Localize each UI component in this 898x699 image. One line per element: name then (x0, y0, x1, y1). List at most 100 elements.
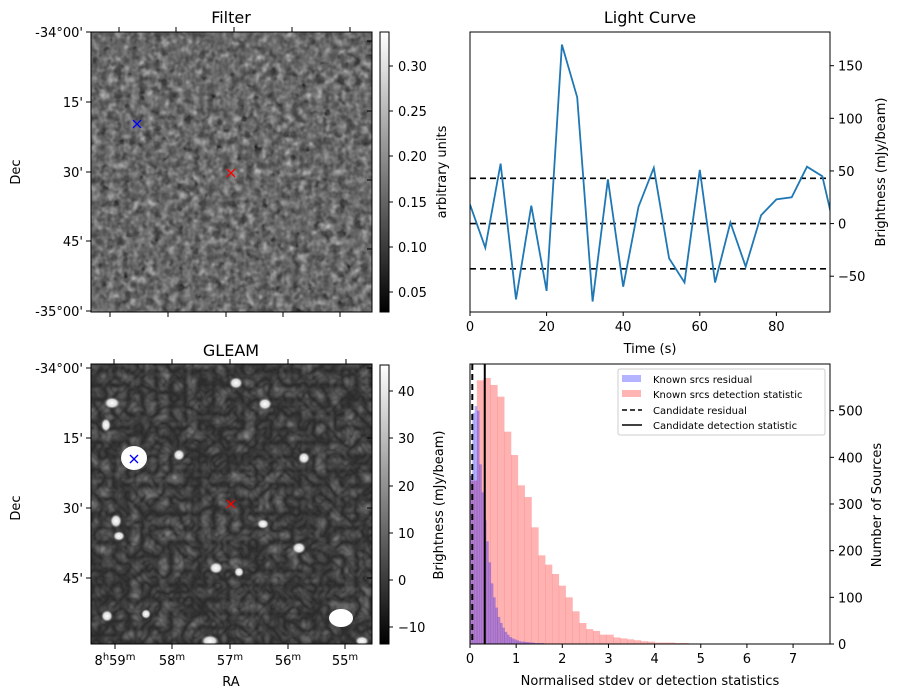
histogram-bar (516, 640, 519, 644)
colorbar-tick-label: 20 (398, 480, 415, 495)
gleam-xtick-labels: 8h59m 58m 57m 56m 55m (95, 652, 359, 669)
histogram-bar (565, 597, 573, 644)
gleam-colorbar-label: Brightness (mJy/beam) (432, 431, 447, 580)
light-curve-title: Light Curve (604, 8, 696, 27)
x-tick-label: 7 (789, 652, 797, 667)
colorbar-tick-label: 40 (398, 385, 415, 400)
histogram-bar (504, 631, 508, 644)
histogram-bar (502, 627, 505, 644)
histogram-bar (530, 642, 533, 644)
histogram-bar (579, 623, 587, 644)
gleam-xlabel: RA (222, 675, 240, 690)
x-tick-label: 1 (512, 652, 520, 667)
x-tick-label: 20 (538, 320, 555, 335)
legend-swatch-detection (622, 390, 641, 397)
gleam-xtick-label: 56m (275, 652, 301, 669)
gleam-xtick-label: 55m (332, 652, 358, 669)
gleam-title: GLEAM (203, 341, 259, 360)
histogram-bar (513, 639, 517, 644)
light-curve-x-ticks: 0 20 40 60 80 (466, 312, 785, 335)
gleam-xtick-label: 8h59m (95, 652, 136, 669)
x-tick-label: 80 (768, 320, 785, 335)
histogram-bar (481, 492, 485, 644)
histogram-bar (586, 629, 594, 644)
histogram-bar (490, 583, 494, 644)
x-tick-label: 60 (692, 320, 709, 335)
histogram-bar (474, 406, 478, 644)
histogram-bar (524, 497, 532, 644)
histogram-ylabel: Number of Sources (870, 443, 885, 568)
histogram-bar (509, 637, 512, 644)
gleam-panel: GLEAM (9, 341, 447, 690)
histogram-bar (510, 455, 519, 644)
histogram-bar (517, 485, 525, 644)
histogram-bar (495, 607, 498, 644)
colorbar-tick-label: −10 (398, 621, 425, 636)
filter-ytick-label: 15' (63, 96, 83, 111)
histogram-bar (551, 574, 560, 644)
histogram-bar (620, 638, 628, 644)
gleam-image (91, 364, 372, 644)
histogram-bar (627, 639, 635, 644)
histogram-bar (490, 385, 498, 644)
histogram-bar (493, 597, 496, 644)
light-curve-frame (469, 31, 831, 313)
histogram-bar (500, 623, 503, 644)
histogram-bar (518, 641, 522, 644)
histogram-xlabel: Normalised stdev or detection statistics (521, 674, 780, 689)
x-tick-label: 40 (615, 320, 632, 335)
x-tick-label: 4 (650, 652, 658, 667)
filter-x-ticks (109, 27, 372, 317)
histogram-bar (479, 464, 482, 644)
histogram-bar (488, 562, 492, 644)
y-tick-label: 100 (838, 591, 863, 606)
y-tick-label: 500 (838, 405, 863, 420)
filter-colorbar-label: arbitrary units (435, 125, 450, 218)
histogram-bar (476, 410, 480, 644)
colorbar-tick-label: 30 (398, 432, 415, 447)
histogram-bar (633, 640, 642, 644)
histogram-bar (483, 378, 491, 644)
histogram-bar (497, 396, 505, 644)
light-curve-xlabel: Time (s) (623, 342, 677, 357)
x-tick-label: 6 (743, 652, 751, 667)
histogram-bar (606, 634, 614, 644)
gleam-xtick-label: 58m (159, 652, 185, 669)
gleam-ytick-label: 45' (63, 572, 83, 587)
histogram-x-ticks: 0 1 2 3 4 5 6 7 (466, 644, 797, 667)
histogram-bar (527, 642, 531, 644)
colorbar-tick-label: 0.25 (398, 105, 427, 120)
histogram-bar (470, 480, 478, 644)
filter-colorbar: 0.05 0.10 0.15 0.20 0.25 0.30 arbitrary … (379, 31, 450, 313)
histogram-bar (661, 642, 669, 644)
filter-markers (132, 119, 236, 178)
histogram-bar (613, 637, 621, 644)
light-curve-ylabel: Brightness (mJy/beam) (874, 98, 889, 247)
y-tick-label: 100 (838, 112, 863, 127)
histogram-bar (558, 585, 566, 644)
colorbar-tick-label: 0.05 (398, 286, 427, 301)
light-curve-panel: Light Curve 0 20 40 60 80 −50 0 50 100 150 Time … (466, 8, 889, 357)
histogram-bar (592, 630, 601, 644)
light-curve-y-ticks: −50 0 50 100 150 (830, 60, 865, 285)
y-tick-label: 300 (838, 498, 863, 513)
filter-ylabel: Dec (9, 159, 24, 184)
legend-label: Candidate detection statistic (653, 421, 797, 432)
candidate-marker (226, 168, 236, 178)
filter-panel: Filter -34°00' 15' 30' 45' -35°00' (9, 8, 450, 320)
known-source-marker (132, 119, 142, 129)
histogram-bar (525, 642, 528, 644)
gleam-ytick-label: 15' (63, 432, 83, 447)
gleam-ytick-label: -34°00' (35, 362, 83, 377)
colorbar-tick-label: 0.15 (398, 196, 427, 211)
y-tick-label: 0 (838, 218, 846, 233)
histogram-bar (599, 634, 607, 644)
colorbar-tick-label: 0.20 (398, 150, 427, 165)
histogram-bar (572, 611, 580, 644)
histogram-bar (486, 541, 489, 644)
candidate-lines (471, 364, 486, 644)
legend-label: Known srcs detection statistic (653, 390, 802, 401)
y-tick-label: 200 (838, 545, 863, 560)
legend-swatch-residual (622, 375, 641, 382)
